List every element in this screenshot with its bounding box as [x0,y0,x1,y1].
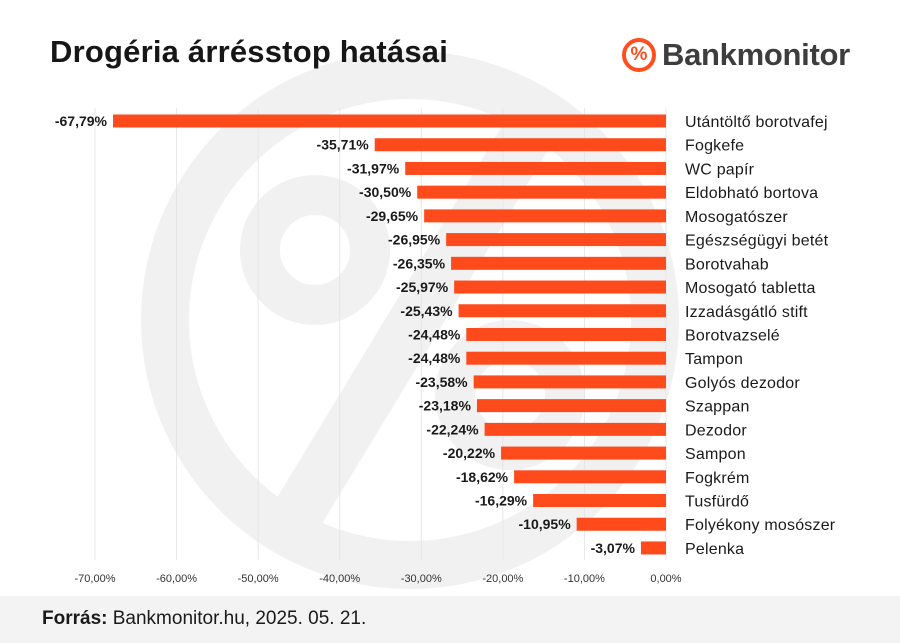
percent-logo-icon: % [622,38,656,72]
bar [454,280,666,294]
x-tick-label: 0,00% [650,573,681,585]
category-label: Sampon [685,446,746,463]
chart-card: Drogéria árrésstop hatásai % Bankmonitor… [50,34,851,589]
source-text: Bankmonitor.hu, 2025. 05. 21. [107,608,367,629]
bar [576,517,666,531]
bar [466,327,666,341]
brand-logo: % Bankmonitor [622,34,850,76]
category-label: Tusfürdő [685,494,749,511]
category-label: Szappan [685,399,750,416]
bar-value-label: -24,48% [408,350,461,366]
bar-value-label: -24,48% [408,326,461,342]
chart-title: Drogéria árrésstop hatásai [50,34,449,69]
bar [514,470,666,484]
bar-value-label: -3,07% [591,540,636,556]
category-label: Fogkrém [685,470,750,487]
category-label: Borotvahab [685,256,769,273]
bar-value-label: -20,22% [443,445,496,461]
bar-value-label: -23,18% [419,398,472,414]
bar [113,114,666,128]
x-tick-label: -20,00% [482,573,523,585]
category-label: Pelenka [685,541,744,558]
x-tick-label: -60,00% [156,573,197,585]
category-label: Golyós dezodor [685,375,800,392]
bar [473,375,666,389]
bar [451,256,666,270]
x-tick-label: -10,00% [564,573,605,585]
category-label: Fogkefe [685,138,744,155]
bar [424,209,666,223]
bar-value-label: -35,71% [317,137,370,153]
x-tick-label: -70,00% [75,573,116,585]
bar-value-label: -25,43% [400,303,453,319]
category-label: Dezodor [685,422,747,439]
bar-value-label: -29,65% [366,208,419,224]
bar [476,399,666,413]
bar-value-label: -22,24% [426,421,479,437]
category-label: Utántöltő borotvafej [685,114,828,131]
watermark-dot-top [240,175,390,325]
bar-value-label: -10,95% [519,516,572,532]
category-label: Eldobható bortova [685,185,818,202]
watermark-ring [141,51,679,589]
bar-value-label: -67,79% [55,113,108,129]
category-label: Folyékony mosószer [685,517,836,534]
bar-value-label: -30,50% [359,184,412,200]
source-note: Forrás: Bankmonitor.hu, 2025. 05. 21. [42,608,366,630]
x-tick-label: -30,00% [401,573,442,585]
source-label: Forrás: [42,608,108,629]
bar [458,304,666,318]
category-label: WC papír [685,161,755,178]
bar-value-label: -25,97% [396,279,449,295]
category-label: Tampon [685,351,743,368]
category-label: Mosogatószer [685,209,788,226]
bar-value-label: -23,58% [415,374,468,390]
bar-value-label: -26,35% [393,255,446,271]
category-label: Borotvazselé [685,327,780,344]
bar [417,185,666,199]
category-label: Mosogató tabletta [685,280,816,297]
category-label: Egészségügyi betét [685,233,829,250]
bar [405,161,666,175]
bar-value-label: -16,29% [475,493,528,509]
footer: Forrás: Bankmonitor.hu, 2025. 05. 21. [0,596,900,643]
x-tick-label: -40,00% [319,573,360,585]
bar-value-label: -18,62% [456,469,509,485]
bar [466,351,666,365]
category-label: Izzadásgátló stift [685,304,808,321]
bar-value-label: -26,95% [388,232,441,248]
bar [446,233,666,247]
brand-name: Bankmonitor [662,37,850,72]
bar [374,138,666,152]
bar [640,541,666,555]
bar-chart: -67,79% Utántöltő borotvafej -35,71% Fogkef… [55,108,836,585]
bar [533,494,666,508]
x-tick-label: -50,00% [238,573,279,585]
bar [501,446,666,460]
bar [484,422,666,436]
bar-value-label: -31,97% [347,160,400,176]
